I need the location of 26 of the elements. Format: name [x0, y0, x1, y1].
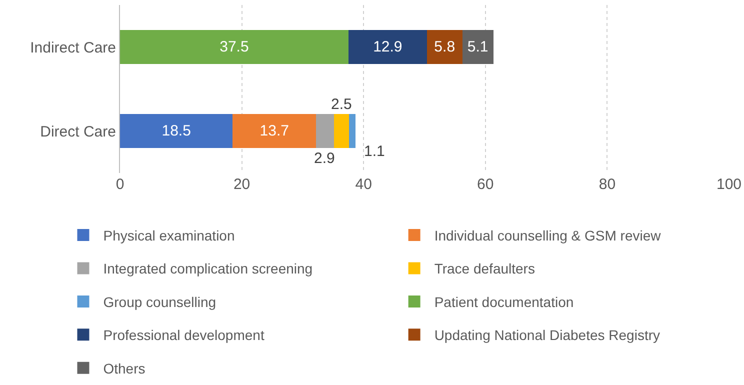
- legend-label: Professional development: [103, 327, 264, 344]
- x-tick-label: 60: [477, 176, 494, 193]
- y-tick-label: Direct Care: [40, 123, 116, 140]
- data-label: 2.9: [314, 150, 335, 167]
- legend-label: Physical examination: [103, 228, 235, 244]
- legend-label: Group counselling: [103, 294, 216, 310]
- x-tick-label: 100: [716, 176, 742, 193]
- legend-label: Others: [103, 360, 146, 376]
- data-label: 5.1: [467, 38, 488, 56]
- x-tick-label: 20: [233, 176, 250, 193]
- x-tick-label: 80: [598, 176, 616, 193]
- data-label: 5.8: [434, 38, 456, 56]
- x-tick-label: 0: [116, 176, 124, 193]
- legend-label: Updating National Diabetes Registry: [434, 327, 660, 344]
- x-tick-label: 40: [355, 176, 372, 193]
- legend-label: Individual counselling & GSM review: [434, 228, 662, 244]
- y-tick-label: Indirect Care: [30, 39, 116, 56]
- data-label: 37.5: [220, 38, 249, 56]
- legend-label: Integrated complication screening: [103, 260, 313, 277]
- data-label: 18.5: [162, 122, 191, 140]
- data-label: 2.5: [331, 96, 352, 113]
- legend-label: Patient documentation: [434, 294, 574, 310]
- data-label: 12.9: [373, 38, 402, 56]
- data-label: 13.7: [260, 122, 289, 140]
- data-label: 1.1: [364, 143, 385, 160]
- legend-label: Trace defaulters: [434, 260, 535, 277]
